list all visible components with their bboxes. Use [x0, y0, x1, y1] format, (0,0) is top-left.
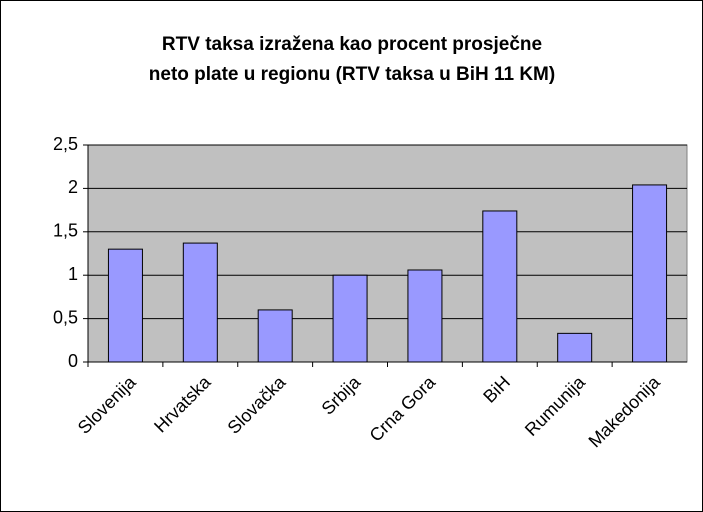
bar [482, 210, 518, 363]
bar [332, 274, 368, 363]
bar [407, 269, 443, 363]
chart-title: neto plate u regionu (RTV taksa u BiH 11… [149, 64, 555, 85]
y-tick-label: 0,5 [53, 307, 78, 327]
plot-area [87, 144, 688, 363]
y-tick-label: 1,5 [53, 221, 78, 241]
y-tick-label: 0 [68, 351, 78, 371]
y-tick-label: 1 [68, 264, 78, 284]
y-tick-label: 2 [68, 177, 78, 197]
bar [557, 332, 593, 363]
y-tick-label: 2,5 [53, 134, 78, 154]
chart-title: RTV taksa izražena kao procent prosječne [162, 34, 542, 55]
bar [632, 184, 668, 363]
bar [257, 309, 293, 363]
bar [107, 248, 143, 363]
bar [182, 242, 218, 363]
